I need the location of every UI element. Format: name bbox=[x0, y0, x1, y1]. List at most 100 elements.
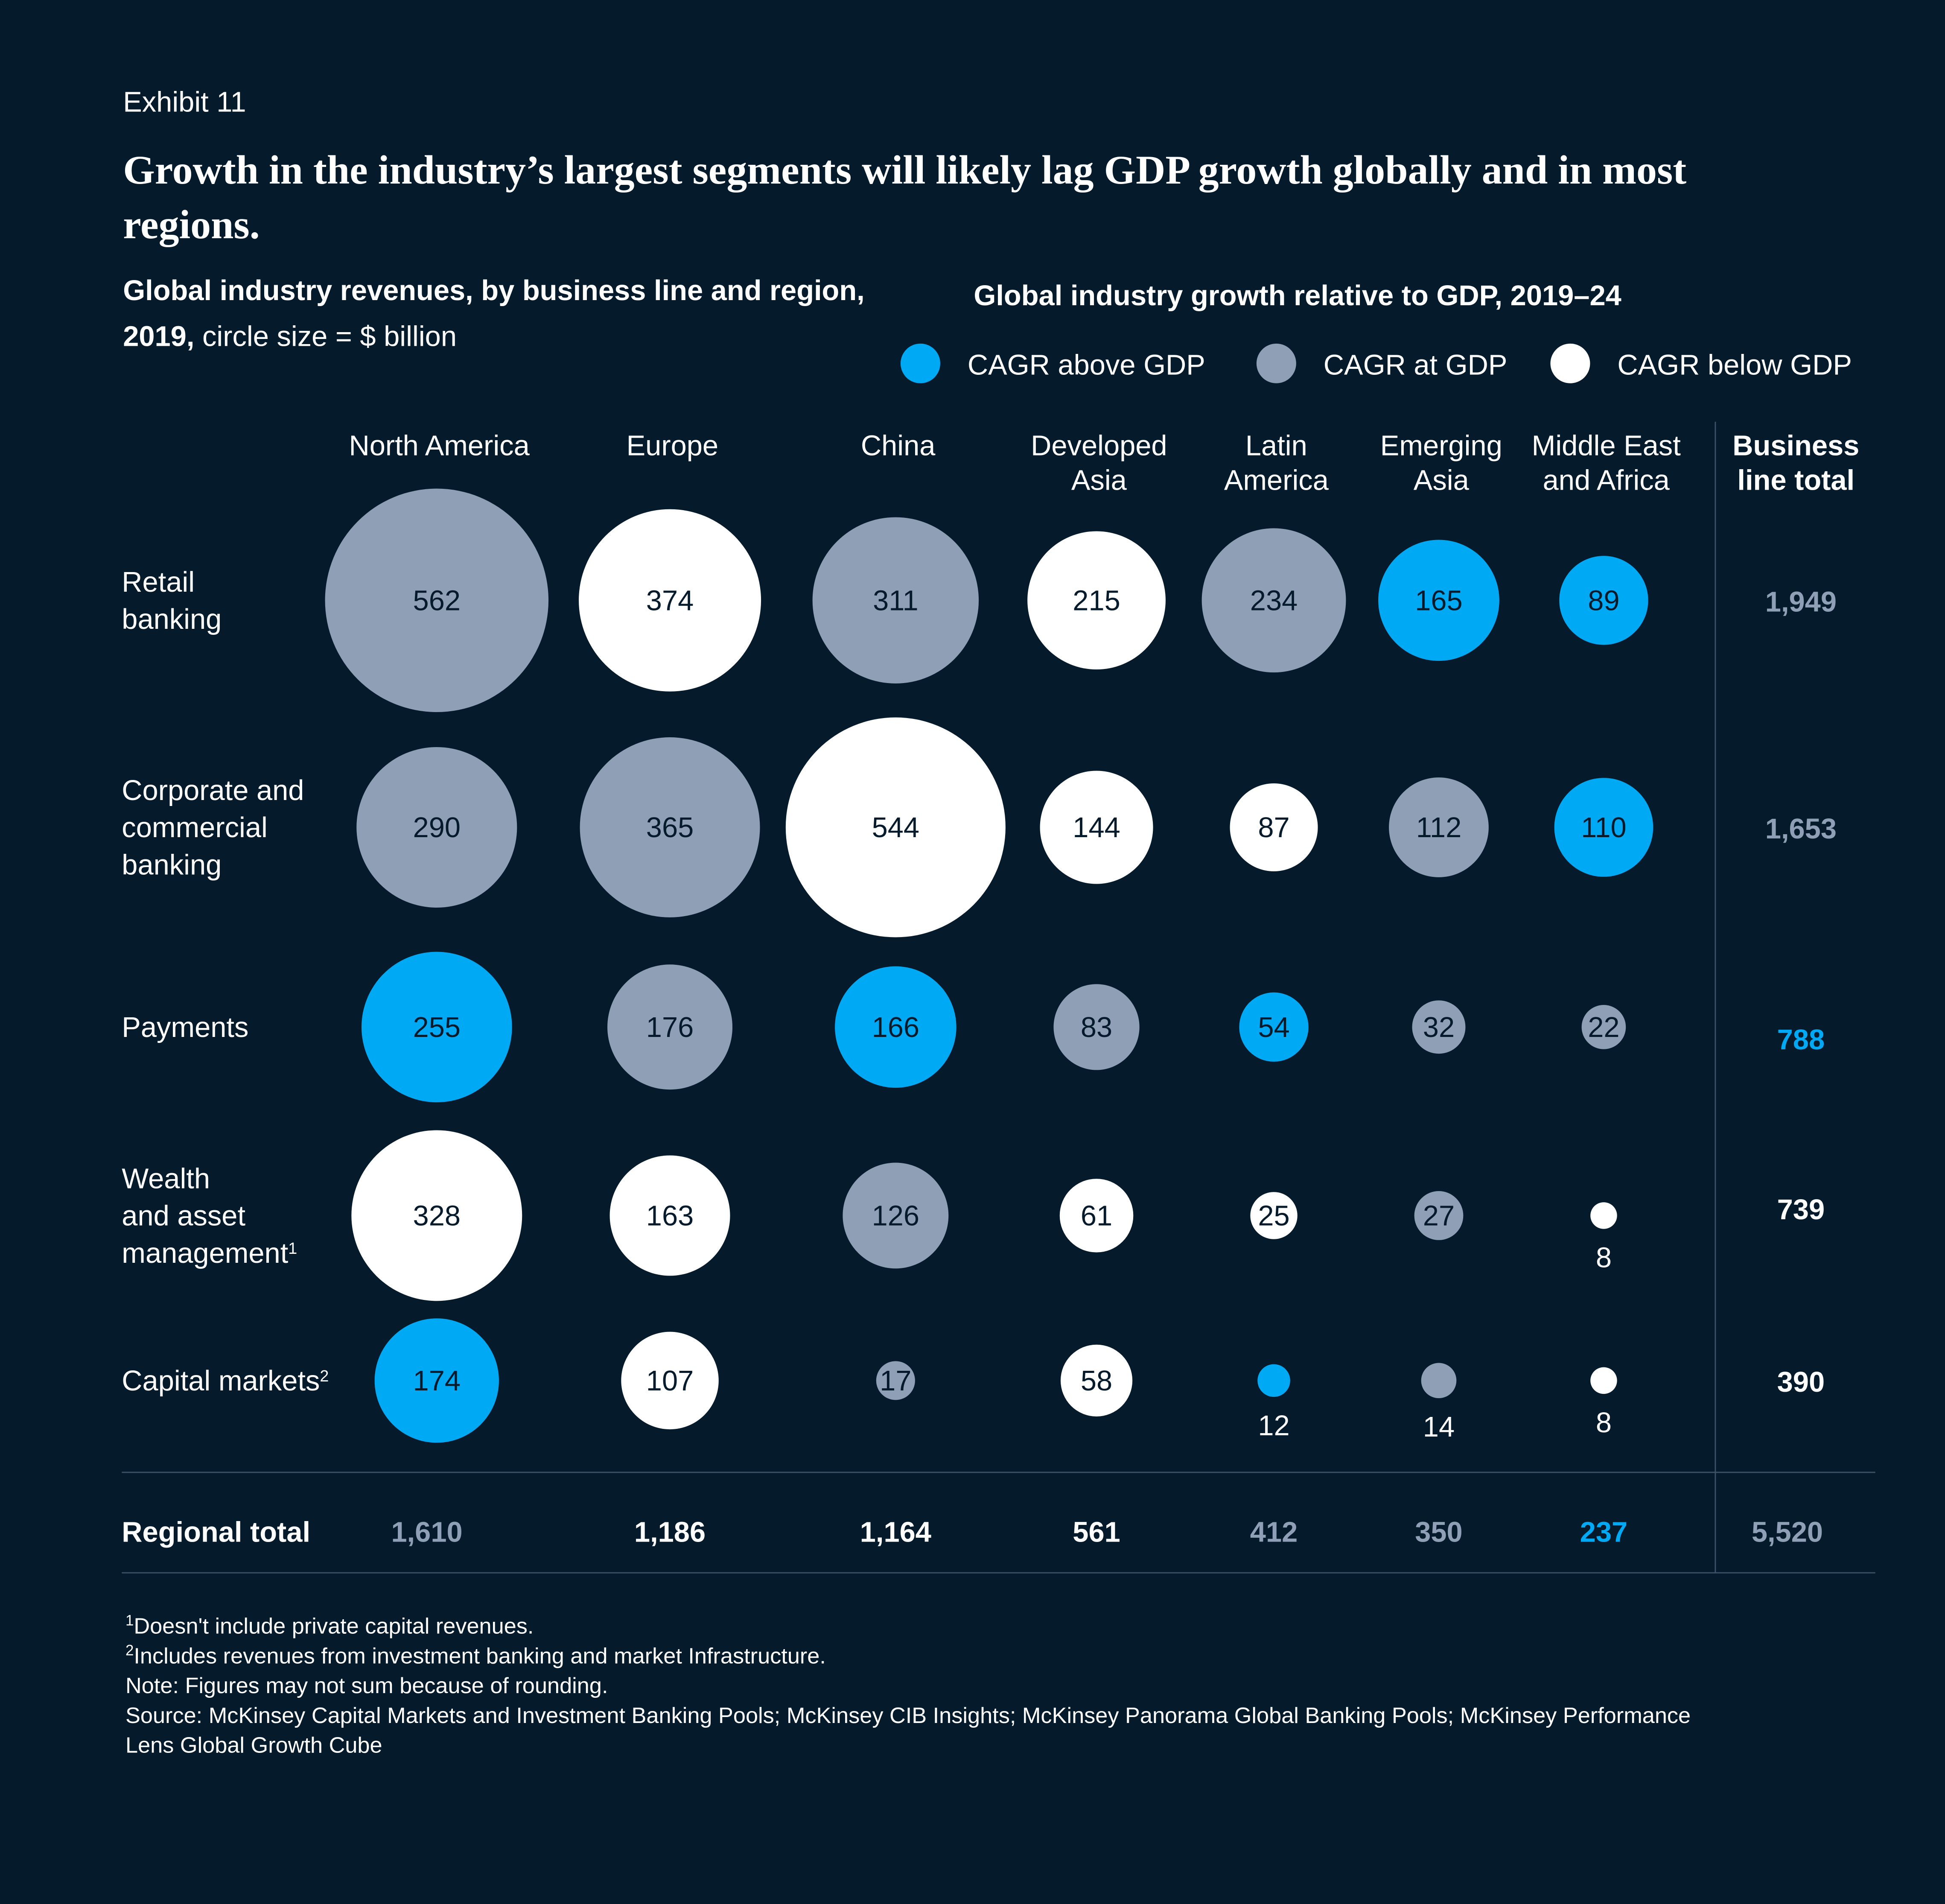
column-header: Europe bbox=[627, 430, 718, 461]
total-header: line total bbox=[1737, 465, 1855, 496]
bubble-label: 374 bbox=[646, 585, 694, 617]
regional-total: 237 bbox=[1580, 1517, 1627, 1548]
bubble bbox=[1559, 556, 1648, 645]
column-header: Asia bbox=[1071, 465, 1127, 496]
row-label: banking bbox=[122, 849, 222, 881]
bubble bbox=[1230, 783, 1318, 871]
bubble bbox=[1040, 771, 1153, 884]
bubble bbox=[1554, 778, 1653, 877]
bubble bbox=[1239, 992, 1309, 1062]
bubble bbox=[579, 509, 761, 692]
bubble bbox=[1053, 984, 1140, 1070]
regional-total-label: Regional total bbox=[122, 1517, 310, 1548]
regional-total: 1,186 bbox=[634, 1517, 706, 1548]
bubble-label: 176 bbox=[646, 1012, 694, 1043]
row-label: management1 bbox=[122, 1238, 297, 1269]
row-label: Payments bbox=[122, 1012, 248, 1043]
bubble-label: 328 bbox=[413, 1200, 461, 1232]
bubble-label: 8 bbox=[1596, 1242, 1612, 1274]
row-label: Capital markets2 bbox=[122, 1365, 329, 1397]
bubble bbox=[1027, 531, 1166, 670]
bubble-label: 8 bbox=[1596, 1407, 1612, 1439]
column-header: Developed bbox=[1031, 430, 1167, 461]
bubble bbox=[1590, 1367, 1617, 1394]
bubble-label: 25 bbox=[1258, 1200, 1289, 1232]
bubble bbox=[1421, 1363, 1457, 1399]
legend-swatch bbox=[1550, 343, 1590, 383]
column-header: China bbox=[861, 430, 936, 461]
footnote: 1Doesn't include private capital revenue… bbox=[125, 1612, 534, 1639]
bubble-label: 32 bbox=[1423, 1012, 1455, 1043]
bubble-label: 255 bbox=[413, 1012, 461, 1043]
legend-swatch bbox=[900, 343, 940, 383]
row-label: Corporate and bbox=[122, 775, 304, 806]
footnote-marker: 2 bbox=[125, 1642, 134, 1659]
bubble bbox=[843, 1162, 949, 1269]
bubble bbox=[1414, 1191, 1464, 1240]
bubble bbox=[609, 1155, 730, 1276]
exhibit-label: Exhibit 11 bbox=[123, 86, 246, 118]
bubble-label: 112 bbox=[1416, 812, 1462, 844]
bubble bbox=[1201, 528, 1346, 673]
column-header: Emerging bbox=[1380, 430, 1502, 461]
bubble bbox=[876, 1361, 915, 1400]
legend-label: CAGR at GDP bbox=[1324, 349, 1508, 381]
footnote-text: Doesn't include private capital revenues… bbox=[134, 1614, 534, 1639]
bubble-label: 54 bbox=[1258, 1012, 1289, 1043]
total-header: Business bbox=[1732, 430, 1859, 461]
legend-label: CAGR below GDP bbox=[1617, 349, 1852, 381]
column-header: Middle East bbox=[1532, 430, 1681, 461]
bubble bbox=[325, 488, 549, 713]
bubble bbox=[607, 964, 733, 1090]
bubble bbox=[835, 966, 956, 1088]
bubble bbox=[1250, 1192, 1298, 1239]
bubble-label: 562 bbox=[413, 585, 461, 617]
column-header: America bbox=[1224, 465, 1329, 496]
bubble-label: 61 bbox=[1081, 1200, 1112, 1232]
row-label: and asset bbox=[122, 1200, 245, 1232]
bubble-label: 87 bbox=[1258, 812, 1289, 844]
bubble bbox=[1257, 1364, 1290, 1397]
bubble-label: 12 bbox=[1258, 1410, 1289, 1442]
bubble-label: 165 bbox=[1415, 585, 1462, 617]
footnote: Note: Figures may not sum because of rou… bbox=[125, 1673, 608, 1698]
subtitle-note: circle size = $ billion bbox=[202, 321, 457, 353]
bubble-label: 126 bbox=[872, 1200, 919, 1232]
bubble-label: 58 bbox=[1081, 1365, 1112, 1397]
bubble bbox=[1378, 540, 1499, 661]
bubble bbox=[374, 1318, 499, 1443]
column-header: North America bbox=[349, 430, 530, 461]
bubble bbox=[785, 717, 1006, 937]
regional-total: 561 bbox=[1073, 1517, 1120, 1548]
bubble bbox=[1412, 1000, 1466, 1054]
bubble-label: 14 bbox=[1423, 1411, 1455, 1443]
bubble-label: 365 bbox=[646, 812, 694, 844]
regional-total: 350 bbox=[1415, 1517, 1462, 1548]
row-total: 1,949 bbox=[1765, 586, 1837, 618]
footnote-marker: 1 bbox=[288, 1240, 297, 1258]
subtitle: Global industry revenues, by business li… bbox=[123, 275, 865, 307]
row-total: 390 bbox=[1777, 1367, 1825, 1398]
column-header: Latin bbox=[1245, 430, 1307, 461]
row-label: Wealth bbox=[122, 1163, 210, 1195]
footnote: Lens Global Growth Cube bbox=[125, 1733, 382, 1758]
legend-label: CAGR above GDP bbox=[968, 349, 1205, 381]
bubble-label: 163 bbox=[646, 1200, 694, 1232]
bubble-label: 17 bbox=[880, 1365, 911, 1397]
row-total: 1,653 bbox=[1765, 813, 1837, 845]
bubble-label: 311 bbox=[873, 585, 919, 617]
bubble-label: 544 bbox=[872, 812, 919, 844]
row-total: 739 bbox=[1777, 1194, 1825, 1226]
legend-title: Global industry growth relative to GDP, … bbox=[974, 280, 1621, 312]
bubble-label: 83 bbox=[1081, 1012, 1112, 1043]
footnote-marker: 2 bbox=[320, 1367, 329, 1385]
bubble bbox=[621, 1332, 719, 1430]
footnote-text: Note: Figures may not sum because of rou… bbox=[125, 1673, 608, 1698]
grand-total: 5,520 bbox=[1752, 1517, 1823, 1548]
subtitle: 2019, circle size = $ billion bbox=[123, 321, 457, 353]
subtitle: 2019, bbox=[123, 321, 194, 353]
bubble bbox=[1590, 1202, 1617, 1229]
bubble bbox=[1581, 1005, 1626, 1049]
legend-swatch bbox=[1256, 343, 1296, 383]
